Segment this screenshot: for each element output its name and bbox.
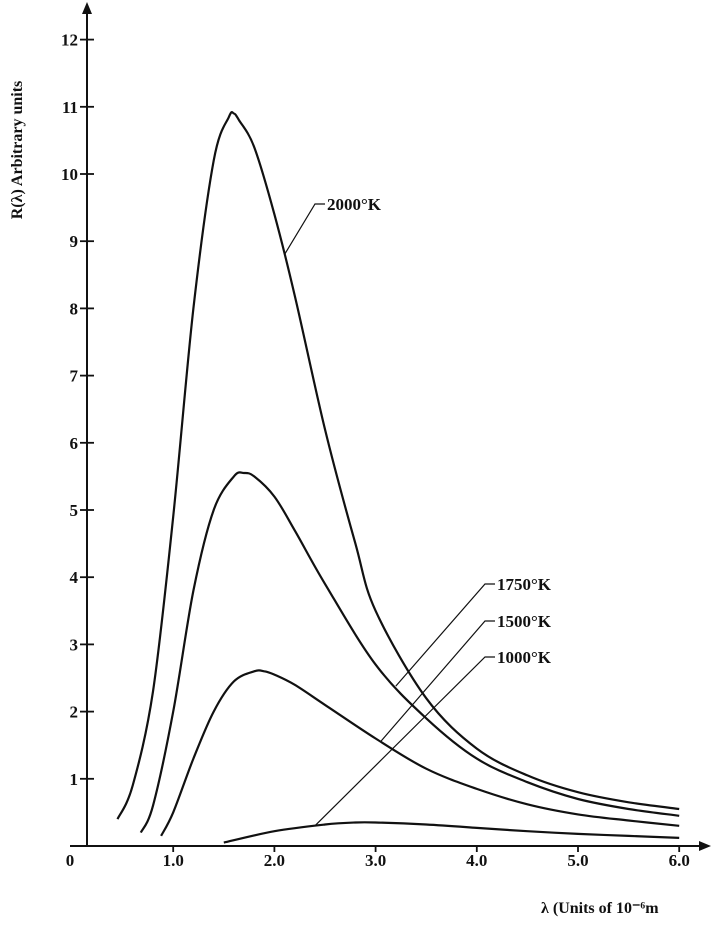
x-tick-label: 2.0 — [264, 851, 285, 870]
axes — [70, 2, 711, 851]
y-tick-label: 1 — [70, 770, 79, 789]
x-tick-label: 0 — [66, 851, 75, 870]
leader-line-1500k — [380, 620, 495, 742]
y-axis-title: R(λ) Arbitrary units — [9, 81, 26, 220]
x-tick-label: 6.0 — [669, 851, 690, 870]
y-tick-label: 10 — [61, 165, 78, 184]
x-tick-label: 1.0 — [163, 851, 184, 870]
x-tick-label: 4.0 — [466, 851, 487, 870]
leader-line-1750k — [395, 583, 495, 687]
x-axis-arrow — [699, 841, 711, 851]
leader-line-1000k — [314, 656, 495, 827]
y-tick-label: 12 — [61, 31, 78, 50]
curve-2000k — [116, 110, 680, 820]
y-tick-label: 11 — [62, 98, 78, 117]
y-tick-label: 7 — [70, 367, 79, 386]
x-tick-label: 5.0 — [567, 851, 588, 870]
y-tick-label: 3 — [70, 635, 79, 654]
y-axis-arrow — [82, 2, 92, 14]
y-tick-label: 4 — [70, 568, 79, 587]
curve-1500k — [160, 669, 680, 837]
curve-1000k — [223, 821, 680, 844]
x-tick-label: 3.0 — [365, 851, 386, 870]
y-tick-label: 9 — [70, 232, 79, 251]
y-tick-label: 8 — [70, 299, 79, 318]
series-label-1750k: 1750°K — [497, 575, 552, 594]
y-tick-label: 2 — [70, 703, 79, 722]
curve-1750k — [139, 471, 680, 834]
series-label-2000k: 2000°K — [327, 195, 382, 214]
y-tick-label: 6 — [70, 434, 79, 453]
y-tick-label: 5 — [70, 501, 79, 520]
x-axis-title: λ (Units of 10⁻⁶m — [541, 900, 659, 917]
leader-line-2000k — [283, 203, 325, 255]
series-label-1500k: 1500°K — [497, 612, 552, 631]
series-label-1000k: 1000°K — [497, 648, 552, 667]
